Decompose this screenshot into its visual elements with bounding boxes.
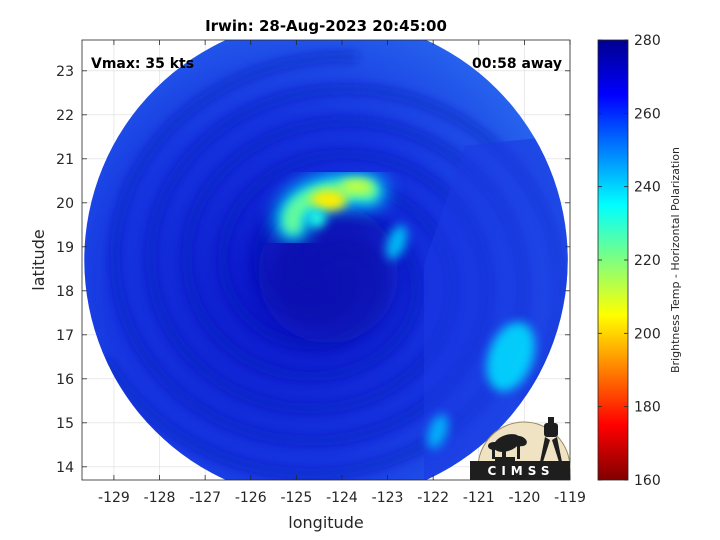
y-tick-label: 23 [56, 64, 74, 80]
x-axis: -129 -128 -127 -126 -125 -124 -123 -122 -121 -120… [98, 40, 586, 506]
x-tick-label: -129 [98, 490, 130, 506]
x-tick-label: -127 [189, 490, 221, 506]
x-tick-label: -119 [554, 490, 586, 506]
colorbar-tick-label: 200 [634, 326, 661, 342]
y-axis-label: latitude [29, 229, 48, 290]
band-tail [307, 209, 326, 228]
swath-features [101, 52, 568, 480]
time-away-annotation: 00:58 away [472, 56, 562, 72]
colorbar-tick-label: 280 [634, 33, 661, 49]
colorbar-ticks: 160 180 200 220 240 260 280 [598, 33, 661, 489]
band-core [310, 190, 347, 211]
y-tick-label: 22 [56, 108, 74, 124]
y-axis: 14 15 16 17 18 19 20 21 22 23 [56, 64, 570, 476]
y-tick-label: 15 [56, 416, 74, 432]
swath-layer [84, 40, 568, 480]
y-tick-label: 19 [56, 240, 74, 256]
cold-patch [427, 414, 449, 449]
x-tick-label: -125 [280, 490, 312, 506]
y-tick-label: 17 [56, 328, 74, 344]
eastern-cold-features [386, 225, 535, 449]
chart-title: Irwin: 28-Aug-2023 20:45:00 [205, 17, 447, 35]
colorbar-tick-label: 160 [634, 473, 661, 489]
x-tick-label: -122 [417, 490, 449, 506]
logo-text: CIMSS [488, 464, 555, 478]
colorbar-tick-label: 220 [634, 253, 661, 269]
colorbar-tick-label: 240 [634, 180, 661, 196]
y-tick-label: 16 [56, 372, 74, 388]
logo-banner [470, 461, 570, 480]
vmax-annotation: Vmax: 35 kts [91, 56, 194, 72]
axes-frame [81, 39, 571, 481]
x-tick-label: -121 [463, 490, 495, 506]
x-tick-label: -126 [235, 490, 267, 506]
logo-tower-icon [540, 417, 562, 462]
colorbar-label: Brightness Temp - Horizontal Polarizatio… [669, 147, 682, 373]
cold-patch [386, 225, 408, 260]
colorbar-tick-label: 260 [634, 106, 661, 122]
cimss-logo: CIMSS [470, 417, 571, 480]
y-tick-label: 21 [56, 152, 74, 168]
x-tick-label: -124 [326, 490, 358, 506]
y-tick-label: 18 [56, 284, 74, 300]
logo-dish-icon [488, 434, 527, 461]
cold-band [275, 172, 386, 243]
colorbar [597, 39, 629, 481]
colorbar-tick-label: 180 [634, 400, 661, 416]
x-tick-label: -128 [144, 490, 176, 506]
x-tick-label: -123 [372, 490, 404, 506]
band-core [340, 179, 373, 194]
cold-patch [486, 322, 535, 392]
x-axis-label: longitude [288, 513, 363, 532]
y-tick-label: 14 [56, 460, 74, 476]
y-tick-label: 20 [56, 196, 74, 212]
x-tick-label: -120 [509, 490, 541, 506]
